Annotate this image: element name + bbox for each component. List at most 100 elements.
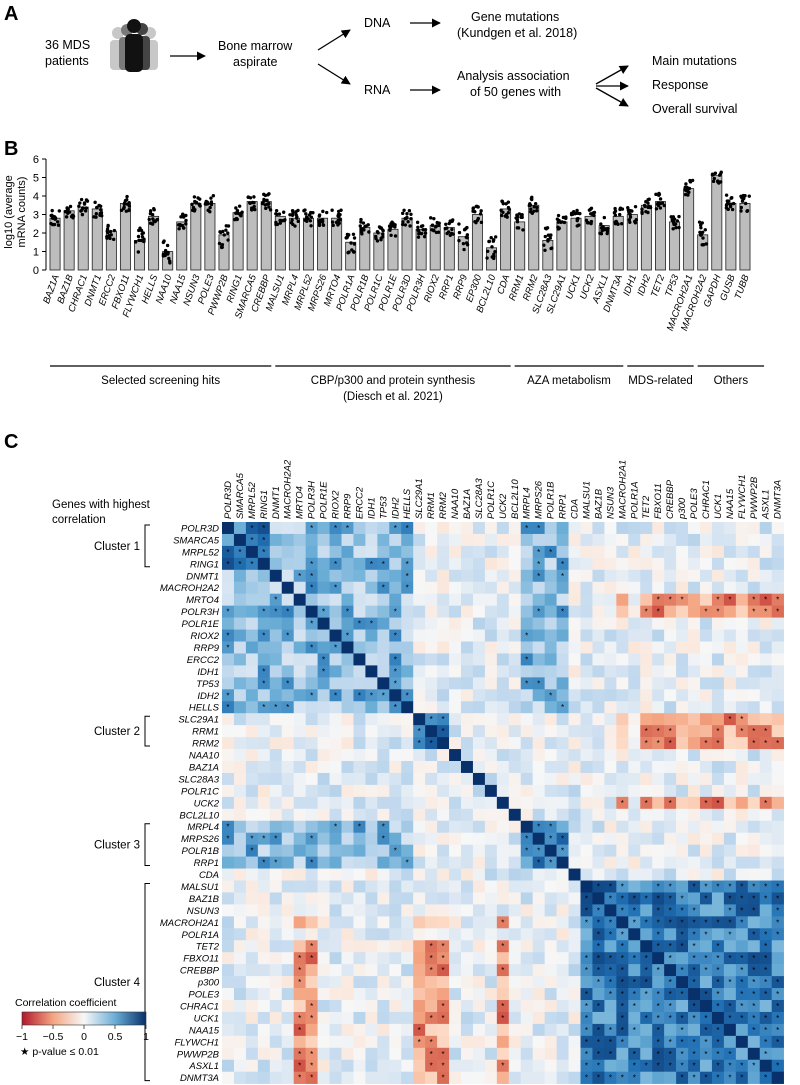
heatmap-cell bbox=[735, 1047, 749, 1061]
heatmap-cell bbox=[592, 701, 605, 714]
heatmap-cell bbox=[496, 545, 510, 559]
heatmap-cell bbox=[700, 976, 713, 989]
heatmap-cell bbox=[771, 701, 784, 714]
heatmap-cell bbox=[640, 892, 653, 905]
heatmap-cell bbox=[484, 868, 498, 881]
heatmap-cell bbox=[222, 665, 235, 678]
heatmap-cell bbox=[377, 653, 390, 666]
heatmap-cell bbox=[305, 533, 318, 547]
heatmap-cell bbox=[496, 665, 510, 678]
heatmap-cell bbox=[305, 605, 318, 618]
heatmap-cell bbox=[233, 713, 247, 726]
heatmap-cell bbox=[425, 952, 438, 965]
heatmap-cell bbox=[341, 545, 354, 559]
heatmap-cell bbox=[735, 868, 749, 881]
heatmap-cell bbox=[556, 784, 569, 798]
heatmap-cell bbox=[592, 713, 605, 726]
y-tick-label: 0 bbox=[33, 265, 39, 277]
heatmap-cell bbox=[389, 761, 402, 774]
heatmap-cell bbox=[437, 916, 450, 929]
heatmap-cell bbox=[747, 629, 761, 642]
heatmap-cell bbox=[401, 617, 414, 630]
heatmap-cell bbox=[664, 1035, 677, 1049]
bar-point-NAA10 bbox=[161, 240, 166, 245]
heatmap-cell bbox=[233, 952, 247, 965]
heatmap-cell bbox=[759, 557, 772, 571]
heatmap-cell bbox=[723, 605, 737, 618]
heatmap-cell bbox=[580, 1059, 593, 1072]
heatmap-cell bbox=[233, 1000, 247, 1013]
heatmap-cell bbox=[353, 1011, 366, 1025]
heatmap-cell bbox=[664, 796, 677, 810]
bar-point-SLC28A3 bbox=[548, 236, 552, 240]
heatmap-cell bbox=[676, 581, 689, 594]
heatmap-cell bbox=[700, 533, 713, 547]
bar-point-CREBBP bbox=[263, 193, 268, 198]
significance-star: * bbox=[716, 1002, 719, 1011]
heatmap-cell bbox=[329, 976, 342, 989]
heatmap-cell bbox=[676, 725, 689, 738]
heatmap-cell bbox=[520, 892, 533, 905]
heatmap-cell bbox=[437, 1059, 450, 1072]
heatmap-cell bbox=[341, 605, 354, 618]
heatmap-cell bbox=[389, 533, 402, 547]
significance-star: * bbox=[334, 823, 337, 832]
bar-FBXO11 bbox=[119, 202, 131, 271]
bar-TET2 bbox=[655, 201, 666, 271]
heatmap-cell bbox=[269, 701, 283, 714]
heatmap-cell bbox=[461, 1071, 474, 1084]
heatmap-cell bbox=[293, 808, 306, 822]
bar-point-DNMT1 bbox=[98, 207, 103, 212]
bar-point-RRM2 bbox=[528, 202, 532, 206]
bar-point-BCL2L10 bbox=[487, 239, 491, 244]
heatmap-col-label: MRPL4 bbox=[522, 487, 533, 519]
cluster-bracket bbox=[144, 883, 150, 1082]
heatmap-cell bbox=[676, 605, 689, 618]
significance-star: * bbox=[716, 918, 719, 927]
heatmap-cell bbox=[233, 784, 247, 798]
significance-star: * bbox=[298, 978, 301, 987]
heatmap-cell bbox=[449, 605, 462, 618]
bar-POLE3 bbox=[204, 202, 216, 271]
heatmap-cell bbox=[484, 988, 498, 1001]
heatmap-cell bbox=[269, 988, 283, 1001]
heatmap-cell bbox=[305, 976, 318, 989]
heatmap-col-label: UCK1 bbox=[713, 494, 724, 519]
bar-point-UCK2 bbox=[586, 221, 590, 225]
heatmap-cell bbox=[664, 593, 677, 606]
heatmap-cell bbox=[329, 892, 342, 905]
outcome-main-mutations: Main mutations bbox=[652, 54, 737, 68]
bar-point-POLR1E bbox=[393, 234, 398, 238]
heatmap-cell bbox=[711, 868, 725, 881]
heatmap-cell bbox=[652, 569, 665, 583]
bar-point-DNMT3A bbox=[618, 207, 622, 212]
heatmap-cell bbox=[700, 964, 713, 977]
heatmap-cell bbox=[425, 665, 438, 678]
heatmap-cell bbox=[616, 976, 629, 989]
heatmap-cell bbox=[664, 844, 677, 857]
heatmap-cell bbox=[413, 976, 426, 989]
heatmap-cell bbox=[604, 832, 617, 845]
heatmap-cell bbox=[676, 904, 689, 917]
heatmap-cell bbox=[449, 737, 462, 750]
heatmap-cell bbox=[508, 545, 522, 559]
heatmap-cell bbox=[592, 1035, 605, 1049]
heatmap-cell bbox=[496, 940, 510, 953]
heatmap-cell bbox=[604, 820, 617, 833]
heatmap-cell bbox=[771, 545, 784, 559]
bar-point-RRP9 bbox=[465, 241, 469, 246]
heatmap-cell bbox=[472, 880, 486, 893]
heatmap-cell bbox=[257, 988, 271, 1001]
heatmap-cell bbox=[747, 581, 761, 594]
bar-point-BCL2L10 bbox=[489, 236, 493, 240]
heatmap-cell bbox=[747, 1011, 761, 1025]
bar-point-RRP1 bbox=[450, 227, 454, 232]
heatmap-cell bbox=[640, 916, 653, 929]
heatmap-cell bbox=[640, 952, 653, 965]
heatmap-cell bbox=[281, 820, 294, 833]
heatmap-cell bbox=[437, 880, 450, 893]
heatmap-cell bbox=[556, 952, 569, 965]
heatmap-cell bbox=[676, 856, 689, 869]
heatmap-cell bbox=[449, 713, 462, 726]
heatmap-cell bbox=[700, 880, 713, 893]
